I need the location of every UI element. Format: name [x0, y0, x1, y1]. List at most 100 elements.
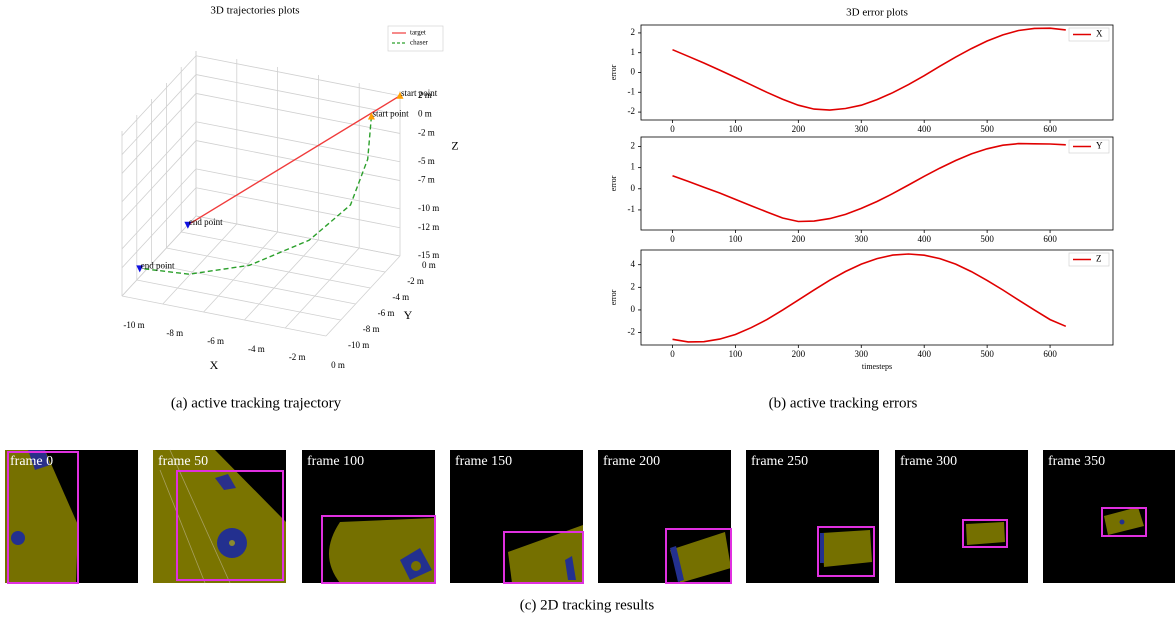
frame-image: frame 100 [302, 450, 436, 584]
frame-strip: frame 0 frame 50 frame 100 [5, 449, 1175, 584]
frame-image: frame 200 [598, 450, 732, 584]
grid-line [136, 279, 341, 321]
x-tick-label: 600 [1043, 349, 1057, 359]
x-tick-label: -4 m [248, 344, 265, 354]
x-axis-label: timesteps [862, 362, 892, 371]
x-axis-label: X [210, 358, 219, 372]
x-tick-label: 100 [729, 349, 743, 359]
y-tick-label: -1 [628, 204, 636, 214]
y-axis-label: error [609, 64, 618, 80]
frame-label: frame 150 [455, 454, 512, 469]
plot-frame [640, 249, 1114, 346]
z-tick-label: -2 m [418, 127, 435, 137]
y-axis-label: error [609, 175, 618, 191]
legend-label: X [1096, 29, 1103, 39]
y-tick-label: -4 m [392, 292, 409, 302]
x-tick-label: 100 [729, 234, 743, 244]
point-marker [136, 265, 144, 273]
grid-line [121, 55, 197, 136]
y-tick-label: -10 m [348, 340, 369, 350]
x-tick-label: -6 m [207, 336, 224, 346]
x-tick-label: 500 [980, 124, 994, 134]
grid-line [121, 215, 197, 297]
y-tick-label: -8 m [363, 324, 380, 334]
grid-line [195, 215, 401, 257]
y-tick-label: 2 [631, 27, 636, 37]
x-tick-label: 200 [792, 234, 806, 244]
x-tick-label: 0 [670, 124, 675, 134]
error-line [672, 253, 1067, 343]
legend-box [387, 25, 444, 52]
grid-line [121, 295, 327, 337]
error-line [672, 27, 1066, 111]
frame-label: frame 350 [1048, 454, 1105, 469]
y-axis-label: Y [404, 308, 413, 322]
frame-label: frame 200 [603, 454, 660, 469]
point-marker [367, 112, 375, 120]
legend-label: target [410, 29, 426, 37]
grid-line [325, 255, 401, 337]
frame-label: frame 250 [751, 454, 808, 469]
x-tick-label: 600 [1043, 124, 1057, 134]
x-tick-label: -8 m [166, 328, 183, 338]
z-tick-label: -5 m [418, 156, 435, 166]
y-tick-label: -2 m [407, 276, 424, 286]
x-tick-label: -2 m [289, 352, 306, 362]
grid-line [121, 74, 197, 155]
y-tick-label: -6 m [378, 308, 395, 318]
grid-line [244, 239, 319, 321]
y-tick-label: 2 [631, 281, 636, 291]
grid-line [181, 231, 386, 273]
frame-image: frame 150 [450, 450, 584, 584]
grid-line [166, 247, 371, 289]
y-tick-label: 0 [631, 67, 636, 77]
x-tick-label: 0 [670, 349, 675, 359]
error-line [672, 142, 1066, 223]
point-annotation: end point [141, 260, 175, 270]
x-tick-label: 500 [980, 234, 994, 244]
y-tick-label: 0 [631, 304, 636, 314]
x-tick-label: 400 [917, 234, 931, 244]
grid-line [121, 187, 197, 268]
x-tick-label: 300 [855, 349, 869, 359]
grid-line [162, 223, 238, 305]
grid-line [121, 168, 197, 250]
grid-line [203, 231, 278, 313]
y-axis-label: error [609, 289, 618, 305]
chart-title: 3D trajectories plots [210, 5, 299, 17]
frame-label: frame 300 [900, 454, 957, 469]
grid-line [195, 55, 401, 97]
x-tick-label: -10 m [123, 320, 144, 330]
z-tick-label: 0 m [418, 109, 432, 119]
x-tick-label: 400 [917, 124, 931, 134]
frame-label: frame 100 [307, 454, 364, 469]
z-tick-label: -15 m [418, 250, 439, 260]
plot-frame [640, 24, 1114, 121]
chart-line: 0 100 200 300 400 500 600 -2 -1 0 1 2 X 3D error plot… [609, 7, 1114, 134]
point-marker [184, 221, 192, 229]
grid-line [195, 168, 401, 210]
frame-image: frame 50 [153, 449, 286, 584]
x-tick-label: 100 [729, 124, 743, 134]
grid-line [195, 121, 401, 163]
legend-label: Y [1096, 141, 1103, 151]
trajectory-line [139, 116, 373, 275]
frame-image: frame 300 [895, 450, 1028, 583]
frame-image: frame 0 [5, 450, 138, 584]
x-tick-label: 200 [792, 349, 806, 359]
grid-line [195, 93, 401, 134]
z-axis-label: Z [451, 138, 458, 152]
grid-line [121, 140, 197, 221]
grid-line [195, 140, 401, 181]
frame-label: frame 50 [158, 454, 208, 469]
y-tick-label: 0 m [422, 260, 436, 270]
y-tick-label: 1 [631, 162, 636, 172]
chart-3d: -10 m -8 m -6 m -4 m -2 m 0 m 0 m -2 m -4 m -6 m -… [121, 5, 459, 372]
legend-label: chaser [410, 39, 429, 47]
point-annotation: end point [189, 217, 223, 227]
chart-title: 3D error plots [846, 7, 908, 19]
